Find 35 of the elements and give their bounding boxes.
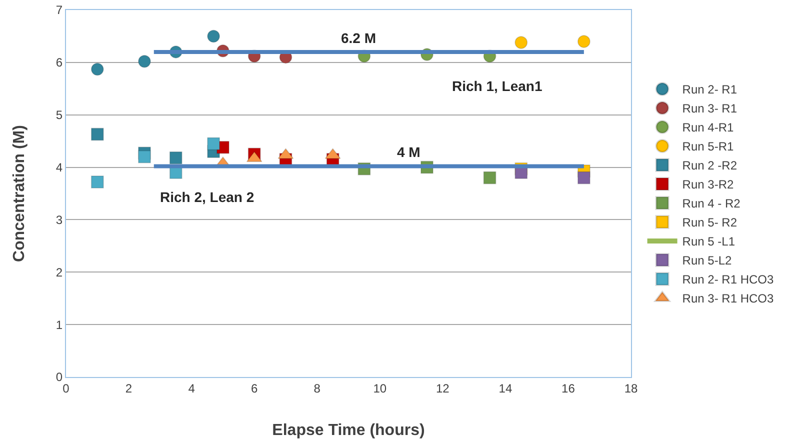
legend-label: Run 2 -R2 xyxy=(682,158,738,173)
annotation: 4 M xyxy=(397,144,420,160)
legend-label: Run 4-R1 xyxy=(682,120,734,135)
y-tick-label: 0 xyxy=(56,370,63,384)
legend-label: Run 3-R2 xyxy=(682,178,734,192)
legend-label: Run 5- R2 xyxy=(682,216,738,230)
x-tick-label: 18 xyxy=(624,381,638,396)
y-tick-label: 2 xyxy=(56,265,63,280)
legend-label: Run 3- R1 HCO3 xyxy=(682,292,774,306)
legend-label: Run 2- R1 xyxy=(682,82,738,97)
x-tick-label: 12 xyxy=(436,381,450,396)
annotation: 6.2 M xyxy=(341,30,376,46)
legend-label: Run 5 -L1 xyxy=(682,234,736,249)
x-tick-label: 16 xyxy=(562,381,576,396)
x-axis-title: Elapse Time (hours) xyxy=(272,422,425,439)
y-tick-label: 4 xyxy=(56,160,63,174)
legend-label: Run 4 - R2 xyxy=(682,196,741,211)
y-axis-title: Concentration (M) xyxy=(11,125,28,262)
legend-label: Run 3- R1 xyxy=(682,102,738,116)
annotation: Rich 2, Lean 2 xyxy=(160,189,254,205)
y-tick-label: 7 xyxy=(56,3,63,18)
y-tick-label: 5 xyxy=(56,108,63,122)
legend-label: Run 2- R1 HCO3 xyxy=(682,272,774,287)
x-tick-label: 2 xyxy=(125,381,132,396)
x-tick-label: 6 xyxy=(250,381,258,396)
legend-label: Run 5-L2 xyxy=(682,254,732,268)
annotation: Rich 1, Lean1 xyxy=(452,78,542,94)
x-tick-label: 10 xyxy=(373,381,387,396)
legend-label: Run 5-R1 xyxy=(682,140,734,154)
x-tick-label: 14 xyxy=(498,381,512,396)
y-tick-label: 3 xyxy=(56,212,63,227)
y-tick-label: 1 xyxy=(56,318,63,332)
x-tick-label: 8 xyxy=(314,381,321,396)
y-tick-label: 6 xyxy=(56,56,63,70)
x-tick-label: 4 xyxy=(188,381,196,396)
